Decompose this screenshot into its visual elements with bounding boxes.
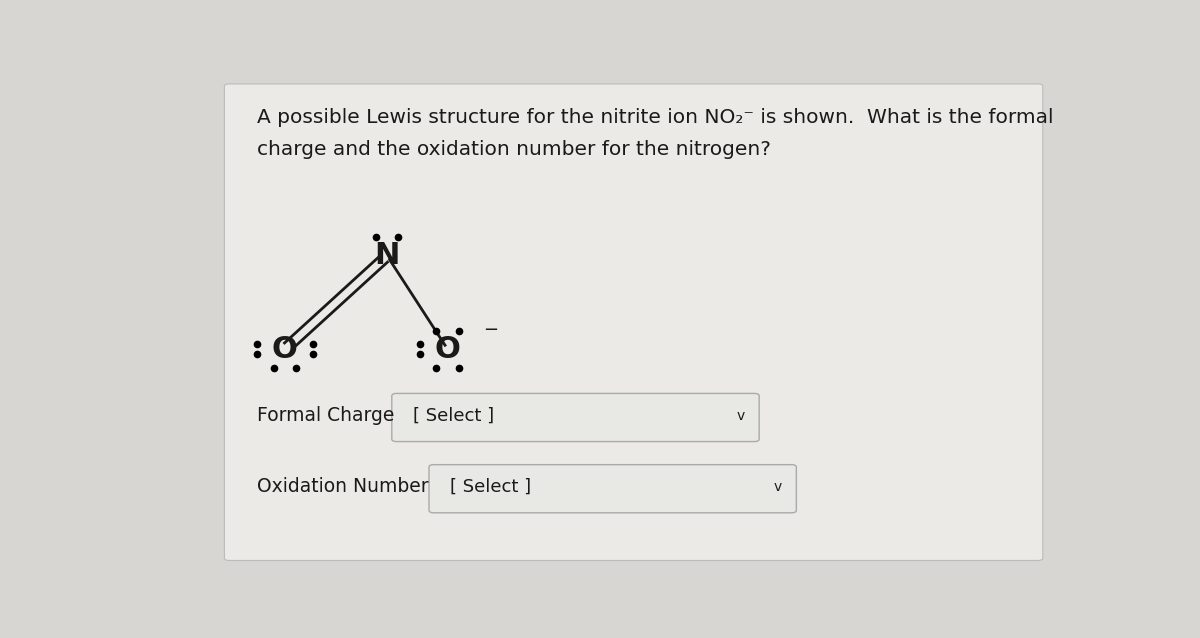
Text: N: N	[374, 241, 400, 271]
Text: A possible Lewis structure for the nitrite ion NO₂⁻ is shown.  What is the forma: A possible Lewis structure for the nitri…	[257, 108, 1054, 128]
Text: charge and the oxidation number for the nitrogen?: charge and the oxidation number for the …	[257, 140, 770, 160]
Text: O: O	[272, 335, 298, 364]
Text: [ Select ]: [ Select ]	[413, 406, 494, 424]
Text: Oxidation Number: Oxidation Number	[257, 477, 428, 496]
FancyBboxPatch shape	[430, 464, 797, 513]
Text: O: O	[434, 335, 461, 364]
FancyBboxPatch shape	[224, 84, 1043, 560]
Text: Formal Charge: Formal Charge	[257, 406, 395, 425]
Text: v: v	[774, 480, 782, 494]
Text: v: v	[737, 408, 745, 422]
Text: −: −	[482, 320, 498, 339]
Text: [ Select ]: [ Select ]	[450, 478, 532, 496]
FancyBboxPatch shape	[391, 394, 760, 441]
